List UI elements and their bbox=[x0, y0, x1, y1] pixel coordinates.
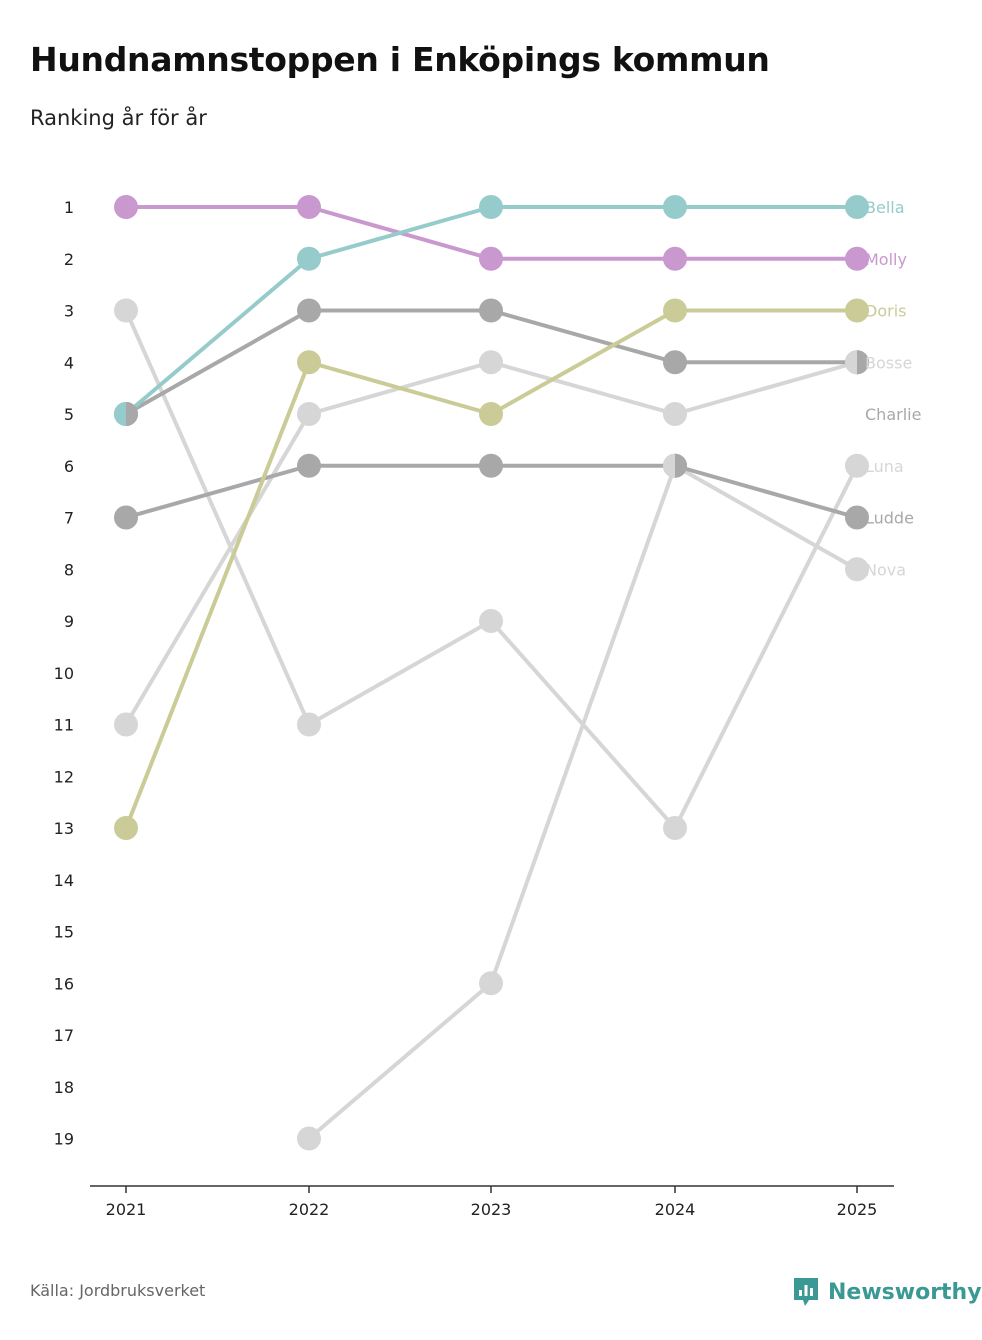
data-point-molly-2024 bbox=[663, 246, 687, 271]
y-tick-label: 9 bbox=[64, 612, 74, 631]
end-labels: Bella Molly Doris Bosse Charlie Luna Ludde Nova bbox=[865, 198, 921, 579]
data-point-nova-2025 bbox=[845, 557, 869, 582]
data-point-molly-2022 bbox=[297, 195, 321, 219]
y-tick-label: 19 bbox=[54, 1130, 74, 1149]
data-point-doris-2024 bbox=[663, 298, 687, 323]
y-tick-label: 10 bbox=[54, 664, 74, 683]
end-label-molly: Molly bbox=[865, 250, 907, 269]
y-tick-label: 14 bbox=[54, 871, 74, 890]
y-tick-label: 12 bbox=[54, 767, 74, 786]
data-point-doris-2022 bbox=[297, 350, 321, 375]
data-point-nova-2022 bbox=[297, 1126, 321, 1151]
data-point-doris-2021 bbox=[114, 816, 138, 840]
series-points bbox=[114, 195, 870, 1151]
y-tick-label: 6 bbox=[64, 457, 74, 476]
y-tick-label: 2 bbox=[64, 250, 74, 269]
end-label-bosse: Bosse bbox=[865, 353, 912, 372]
chart-subtitle: Ranking år för år bbox=[30, 106, 207, 130]
y-tick-label: 8 bbox=[64, 560, 74, 579]
data-point-ludde-2025 bbox=[845, 505, 869, 530]
x-tick-label: 2022 bbox=[289, 1200, 330, 1219]
y-tick-label: 5 bbox=[64, 405, 74, 424]
data-point-molly-2021 bbox=[114, 195, 138, 219]
data-point-bella-2024 bbox=[663, 195, 687, 219]
brand-name: Newsworthy bbox=[828, 1279, 982, 1305]
data-point-ludde-2023 bbox=[479, 453, 503, 478]
data-point-luna-2021 bbox=[114, 712, 138, 737]
split-point-left bbox=[845, 350, 857, 375]
data-point-ludde-2021 bbox=[114, 505, 138, 530]
split-point-right bbox=[857, 350, 870, 375]
data-point-bosse-2024 bbox=[663, 816, 687, 840]
data-point-doris-2025 bbox=[845, 298, 869, 323]
data-point-luna-2024 bbox=[663, 402, 687, 426]
data-point-bosse-2022 bbox=[297, 712, 321, 737]
data-point-molly-2025 bbox=[845, 246, 869, 271]
brand-logo[interactable]: Newsworthy bbox=[792, 1276, 982, 1308]
data-point-charlie-2024 bbox=[663, 350, 687, 375]
y-tick-label: 3 bbox=[64, 302, 74, 321]
data-point-bosse-2025 bbox=[845, 453, 869, 478]
newsworthy-icon bbox=[794, 1278, 818, 1306]
split-point-right bbox=[126, 402, 138, 426]
x-tick-label: 2021 bbox=[106, 1200, 147, 1219]
data-point-bella-2023 bbox=[479, 195, 503, 219]
x-tick-label: 2024 bbox=[655, 1200, 696, 1219]
y-tick-label: 11 bbox=[54, 716, 74, 735]
y-tick-label: 18 bbox=[54, 1078, 74, 1097]
x-axis: 2021 2022 2023 2024 2025 bbox=[90, 1185, 894, 1219]
chart-title: Hundnamnstoppen i Enköpings kommun bbox=[30, 40, 770, 79]
y-tick-label: 7 bbox=[64, 509, 74, 528]
end-label-luna: Luna bbox=[865, 457, 904, 476]
data-point-nova-2023 bbox=[479, 971, 503, 996]
y-tick-label: 16 bbox=[54, 974, 74, 993]
data-point-bosse-2021 bbox=[114, 298, 138, 323]
data-point-doris-2023 bbox=[479, 402, 503, 426]
end-label-nova: Nova bbox=[865, 560, 906, 579]
series-line-nova bbox=[307, 463, 858, 1141]
y-tick-label: 4 bbox=[64, 353, 74, 372]
split-point-left bbox=[114, 402, 126, 426]
end-label-ludde: Ludde bbox=[865, 509, 914, 528]
source-note: Källa: Jordbruksverket bbox=[30, 1281, 206, 1300]
x-tick-label: 2023 bbox=[471, 1200, 512, 1219]
data-point-luna-2022 bbox=[297, 402, 321, 426]
data-point-ludde-2022 bbox=[297, 453, 321, 478]
data-point-bella-2022 bbox=[297, 246, 321, 271]
split-point-right bbox=[675, 453, 687, 478]
series-line-doris bbox=[124, 308, 857, 829]
data-point-luna-2023 bbox=[479, 350, 503, 375]
series-line-bosse bbox=[124, 309, 859, 830]
series-lines bbox=[124, 205, 859, 1141]
y-tick-label: 17 bbox=[54, 1026, 74, 1045]
y-tick-label: 1 bbox=[64, 198, 74, 217]
y-tick-label: 13 bbox=[54, 819, 74, 838]
data-point-charlie-2022 bbox=[297, 298, 321, 323]
end-label-bella: Bella bbox=[865, 198, 905, 217]
y-tick-label: 15 bbox=[54, 923, 74, 942]
data-point-bella-2025 bbox=[845, 195, 869, 219]
split-point-left bbox=[663, 453, 675, 478]
data-point-molly-2023 bbox=[479, 246, 503, 271]
end-label-doris: Doris bbox=[865, 302, 906, 321]
x-tick-label: 2025 bbox=[837, 1200, 878, 1219]
data-point-charlie-2023 bbox=[479, 298, 503, 323]
end-label-charlie: Charlie bbox=[865, 405, 921, 424]
data-point-bosse-2023 bbox=[479, 609, 503, 633]
